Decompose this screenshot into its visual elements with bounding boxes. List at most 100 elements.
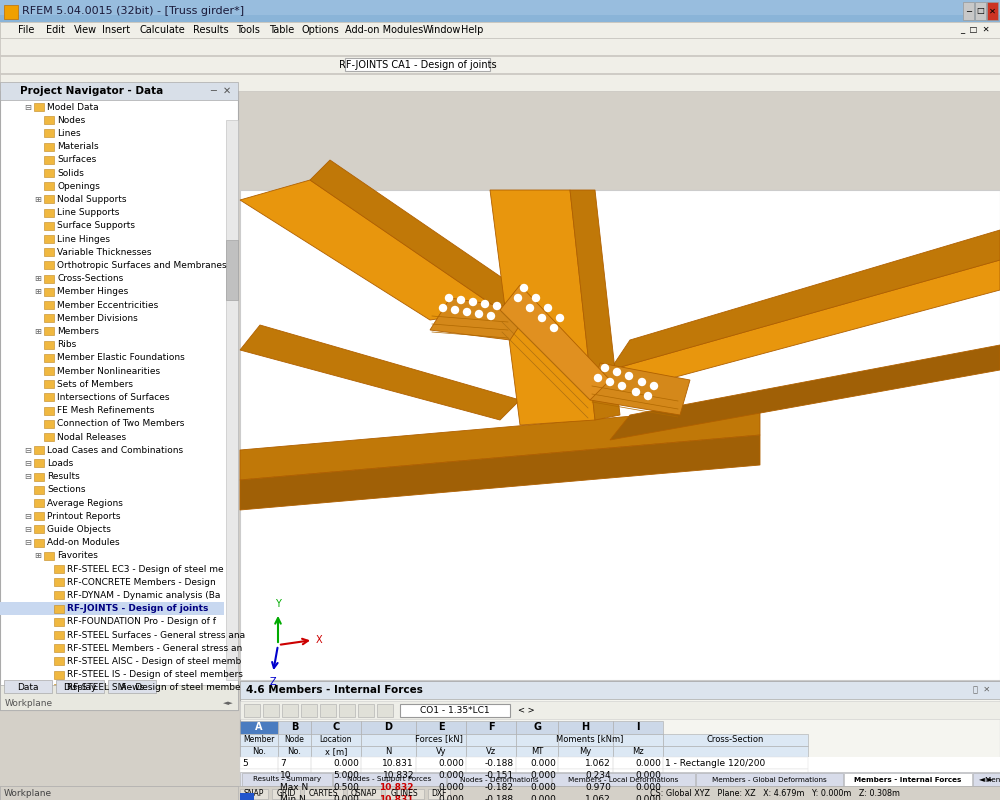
Text: x [m]: x [m] <box>325 747 347 756</box>
Bar <box>0 685 238 710</box>
Text: RF-STEEL IS - Design of steel members: RF-STEEL IS - Design of steel members <box>67 670 243 679</box>
Text: Model Data: Model Data <box>47 102 99 111</box>
Text: RF-STEEL Surfaces - General stress ana: RF-STEEL Surfaces - General stress ana <box>67 630 245 639</box>
Bar <box>416 746 466 757</box>
Text: ⊟: ⊟ <box>24 102 31 111</box>
Bar <box>844 773 972 786</box>
Bar <box>240 681 1000 800</box>
Bar <box>44 433 54 441</box>
Text: Lines: Lines <box>57 129 81 138</box>
Bar <box>384 789 424 798</box>
Text: Members - Local Deformations: Members - Local Deformations <box>568 777 679 782</box>
Circle shape <box>639 378 646 386</box>
Text: Guide Objects: Guide Objects <box>47 525 111 534</box>
Bar <box>240 781 1000 793</box>
Bar <box>613 721 663 734</box>
Bar <box>44 209 54 217</box>
Bar <box>240 757 278 769</box>
Polygon shape <box>590 363 690 415</box>
Bar <box>278 781 311 793</box>
Bar <box>242 773 332 786</box>
Bar <box>311 757 361 769</box>
Text: 10.831: 10.831 <box>380 794 414 800</box>
Text: ✕: ✕ <box>223 86 231 96</box>
Text: File: File <box>18 25 34 35</box>
Text: Workplane: Workplane <box>4 789 52 798</box>
Text: ⊟: ⊟ <box>24 459 31 468</box>
Bar <box>466 734 516 746</box>
Text: ✕: ✕ <box>989 6 996 15</box>
Bar <box>44 169 54 177</box>
Circle shape <box>482 301 488 307</box>
Bar <box>416 793 466 800</box>
Bar <box>44 130 54 138</box>
Text: 0.000: 0.000 <box>530 794 556 800</box>
Bar <box>34 446 44 454</box>
Text: Add-on Modules: Add-on Modules <box>47 538 120 547</box>
Text: Results - Summary: Results - Summary <box>253 777 321 782</box>
Bar <box>466 757 516 769</box>
Text: 0.000: 0.000 <box>635 782 661 791</box>
Text: Location: Location <box>320 734 352 743</box>
Bar <box>44 341 54 349</box>
Bar <box>278 769 311 781</box>
Bar <box>240 757 1000 769</box>
Bar <box>552 773 695 786</box>
Text: RF-STEEL EC3 - Design of steel me: RF-STEEL EC3 - Design of steel me <box>67 565 224 574</box>
Bar <box>416 769 466 781</box>
Text: RF-CONCRETE Members - Design: RF-CONCRETE Members - Design <box>67 578 216 586</box>
Bar <box>278 721 311 734</box>
Bar <box>311 781 361 793</box>
Circle shape <box>618 382 626 390</box>
Bar <box>44 314 54 322</box>
Circle shape <box>644 393 652 399</box>
Bar <box>34 499 44 507</box>
Bar <box>44 222 54 230</box>
Bar <box>240 721 278 734</box>
Circle shape <box>594 374 602 382</box>
Text: FE Mesh Refinements: FE Mesh Refinements <box>57 406 154 415</box>
Bar <box>447 773 551 786</box>
Text: ⊞: ⊞ <box>34 287 41 296</box>
Bar <box>44 354 54 362</box>
Text: MT: MT <box>531 747 543 756</box>
Text: No.: No. <box>288 747 302 756</box>
Bar <box>56 680 104 693</box>
Bar <box>428 789 450 798</box>
Bar <box>226 240 238 300</box>
Text: Surface Supports: Surface Supports <box>57 222 135 230</box>
Text: Help: Help <box>461 25 483 35</box>
Text: Vz: Vz <box>486 747 496 756</box>
Text: Results: Results <box>193 25 229 35</box>
Text: RF-DYNAM - Dynamic analysis (Ba: RF-DYNAM - Dynamic analysis (Ba <box>67 591 220 600</box>
Bar <box>663 793 808 800</box>
Bar <box>558 769 613 781</box>
Circle shape <box>538 314 546 322</box>
Bar <box>44 116 54 124</box>
Text: 0.000: 0.000 <box>635 758 661 767</box>
Text: 0.000: 0.000 <box>333 794 359 800</box>
Bar <box>54 658 64 666</box>
Bar <box>54 591 64 599</box>
Bar <box>558 746 613 757</box>
Polygon shape <box>430 298 530 340</box>
Text: Member Elastic Foundations: Member Elastic Foundations <box>57 354 185 362</box>
Text: Ribs: Ribs <box>57 340 76 349</box>
Bar <box>54 684 64 692</box>
Text: Connection of Two Members: Connection of Two Members <box>57 419 184 428</box>
Circle shape <box>520 285 528 291</box>
Bar <box>44 156 54 164</box>
Bar <box>696 773 843 786</box>
Text: Y: Y <box>275 599 281 609</box>
Text: I: I <box>636 722 640 733</box>
Text: Results: Results <box>47 472 80 481</box>
Bar <box>0 38 1000 55</box>
Text: ⧉  ✕: ⧉ ✕ <box>973 686 990 694</box>
Bar <box>0 786 238 800</box>
Text: 0.000: 0.000 <box>635 770 661 779</box>
Bar <box>34 486 44 494</box>
Text: Materials: Materials <box>57 142 99 151</box>
Text: 10.831: 10.831 <box>382 758 414 767</box>
Text: G: G <box>533 722 541 733</box>
Bar <box>613 769 663 781</box>
